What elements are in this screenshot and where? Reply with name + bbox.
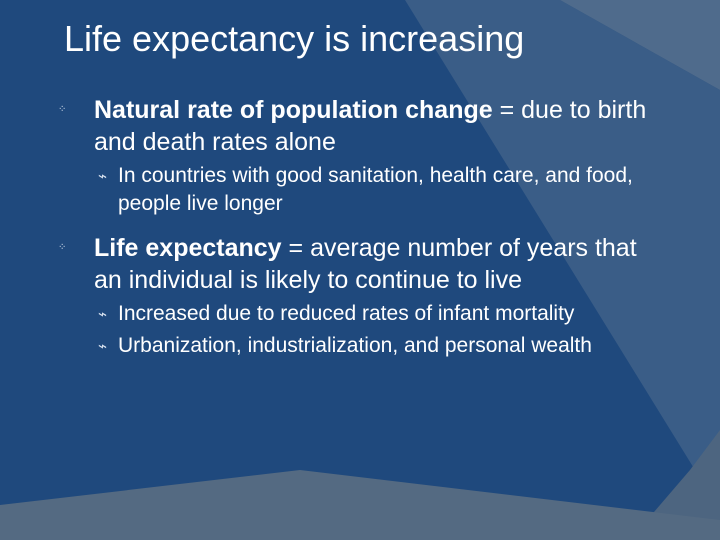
sub-bullet-marker-icon: ⌁ [98,306,108,323]
bullet-item: ⁘ Life expectancy = average number of ye… [58,232,668,296]
sub-bullet-marker-icon: ⌁ [98,338,108,355]
sub-bullet-marker-icon: ⌁ [98,168,108,185]
sub-bullet-text: Urbanization, industrialization, and per… [118,334,592,357]
bullet-definition: = average number of years that an indivi… [94,234,637,294]
decor-band-right [405,0,720,540]
slide-content: ⁘ Natural rate of population change = du… [58,94,668,360]
decor-band-bottom [0,470,720,540]
bullet-term: Life expectancy [94,234,282,262]
sub-bullet-item: ⌁ Increased due to reduced rates of infa… [58,300,668,328]
bullet-item: ⁘ Natural rate of population change = du… [58,94,668,158]
bullet-definition: = due to birth and death rates alone [94,96,647,156]
sub-bullet-item: ⌁ In countries with good sanitation, hea… [58,162,668,218]
bullet-marker-icon: ⁘ [58,242,67,253]
sub-bullet-item: ⌁ Urbanization, industrialization, and p… [58,332,668,360]
slide-title: Life expectancy is increasing [64,18,525,59]
bullet-term: Natural rate of population change [94,96,493,124]
decor-corner-top [560,0,720,90]
sub-bullet-text: Increased due to reduced rates of infant… [118,302,575,325]
sub-bullet-text: In countries with good sanitation, healt… [118,164,633,215]
bullet-marker-icon: ⁘ [58,104,67,115]
decor-corner-bottom [630,430,720,540]
